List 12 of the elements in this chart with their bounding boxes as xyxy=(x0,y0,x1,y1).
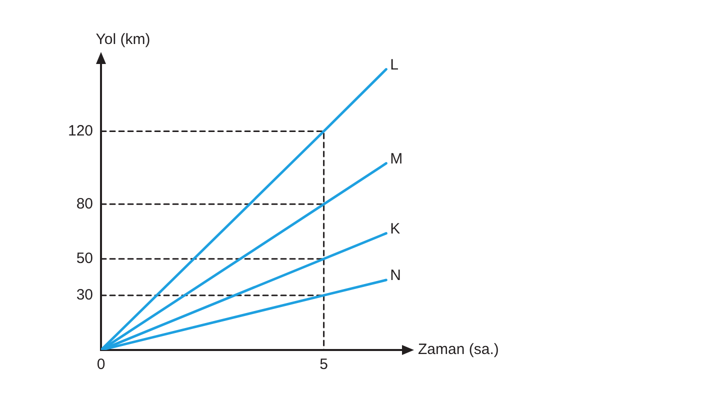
y-tick-label: 30 xyxy=(76,286,94,304)
series-label: M xyxy=(390,150,403,168)
x-tick-label: 0 xyxy=(96,356,106,374)
x-tick-label: 5 xyxy=(320,356,328,374)
series-label: N xyxy=(390,267,402,284)
x-axis-title: Zaman (sa.) xyxy=(418,341,499,358)
y-tick-label: 80 xyxy=(76,195,94,212)
series-label: L xyxy=(390,56,399,74)
y-tick-label: 50 xyxy=(76,250,94,267)
y-axis-title: Yol (km) xyxy=(96,31,150,48)
y-tick-label: 120 xyxy=(68,122,94,140)
series-label: K xyxy=(390,220,400,238)
